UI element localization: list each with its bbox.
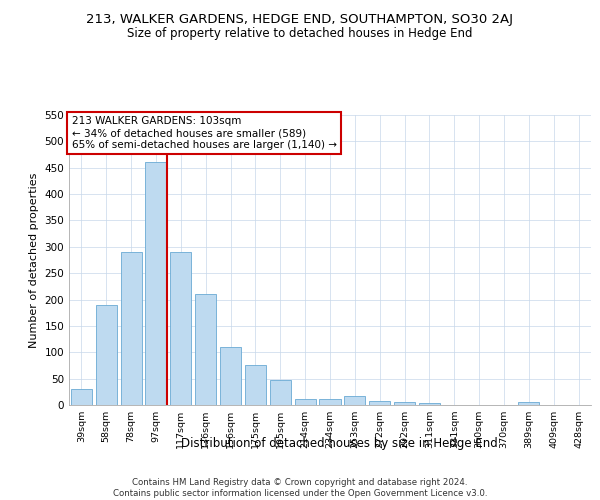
Text: 213, WALKER GARDENS, HEDGE END, SOUTHAMPTON, SO30 2AJ: 213, WALKER GARDENS, HEDGE END, SOUTHAMP… [86,12,514,26]
Bar [270,380,291,405]
Bar [170,252,191,405]
Bar [220,347,241,405]
Bar [369,401,390,405]
Y-axis label: Number of detached properties: Number of detached properties [29,172,39,348]
Bar [319,398,341,405]
Bar [394,402,415,405]
Bar [71,389,92,405]
Bar [295,398,316,405]
Bar [344,396,365,405]
Text: Size of property relative to detached houses in Hedge End: Size of property relative to detached ho… [127,28,473,40]
Text: Distribution of detached houses by size in Hedge End: Distribution of detached houses by size … [181,438,497,450]
Bar [195,294,216,405]
Bar [145,162,167,405]
Text: Contains HM Land Registry data © Crown copyright and database right 2024.
Contai: Contains HM Land Registry data © Crown c… [113,478,487,498]
Bar [121,252,142,405]
Text: 213 WALKER GARDENS: 103sqm
← 34% of detached houses are smaller (589)
65% of sem: 213 WALKER GARDENS: 103sqm ← 34% of deta… [71,116,337,150]
Bar [518,402,539,405]
Bar [245,366,266,405]
Bar [419,403,440,405]
Bar [96,305,117,405]
